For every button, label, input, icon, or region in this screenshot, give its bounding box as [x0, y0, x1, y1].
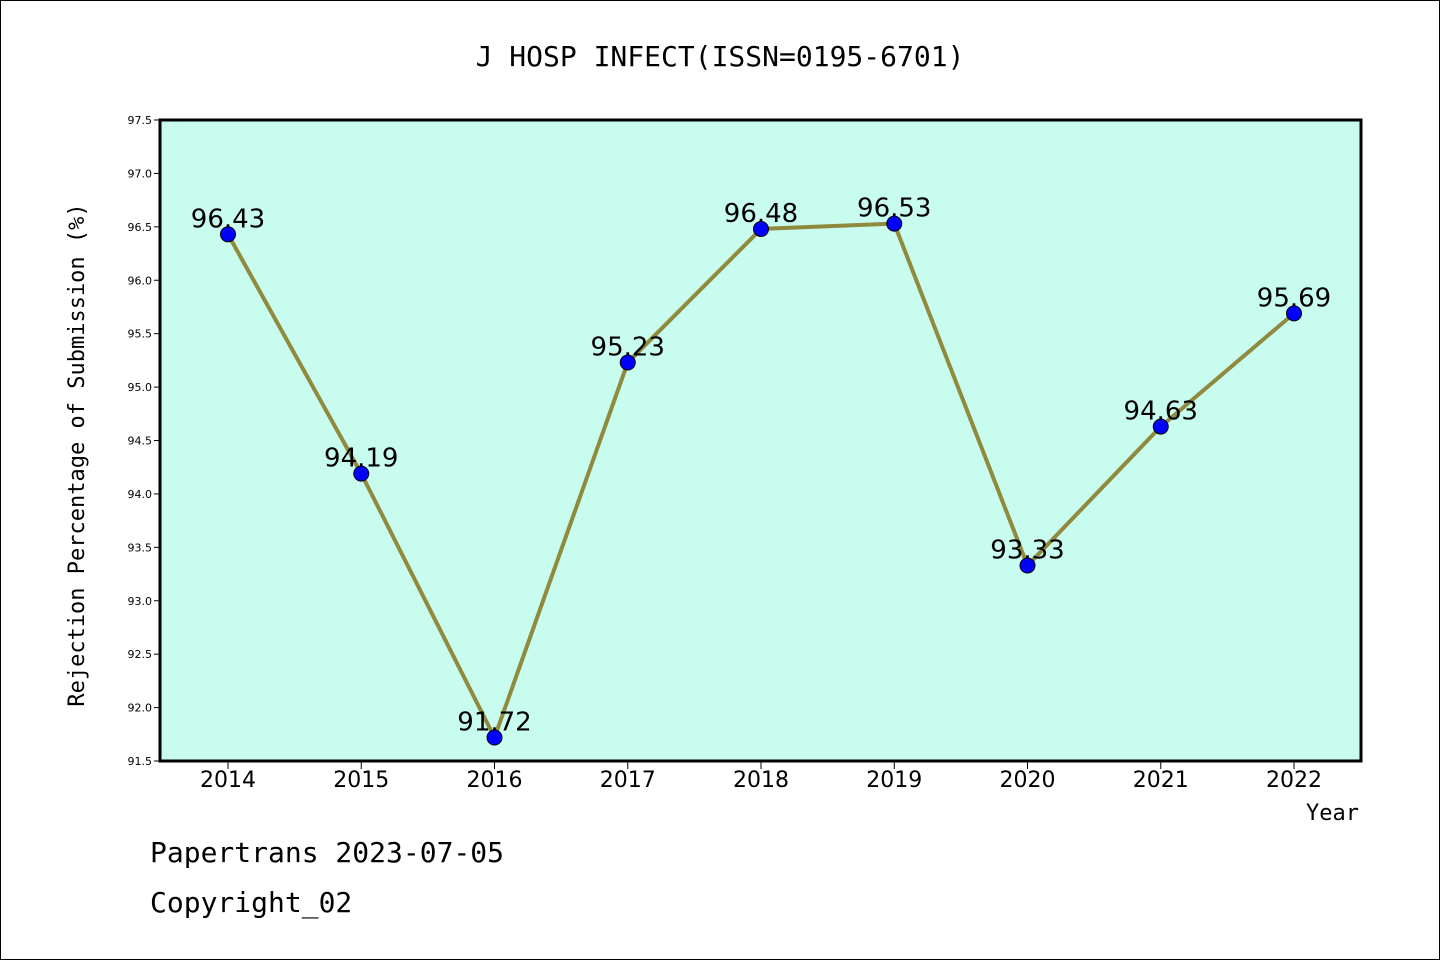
y-tick-label: 97.0	[128, 167, 153, 180]
y-tick-label: 94.5	[128, 435, 153, 448]
data-label: 94.63	[1124, 397, 1198, 427]
x-axis-ticks: 2014 2015 2016 2017 2018 2019 2020 2021 2022	[200, 761, 1322, 793]
y-tick-label: 92.5	[128, 648, 153, 661]
data-label: 96.48	[724, 199, 798, 229]
data-point	[886, 215, 903, 232]
x-tick-label: 2019	[866, 768, 922, 793]
y-tick-label: 95.0	[128, 381, 153, 394]
x-tick-label: 2016	[467, 768, 523, 793]
data-label: 94.19	[324, 444, 398, 474]
chart-title: J HOSP INFECT(ISSN=0195-6701)	[476, 40, 965, 73]
data-point	[486, 729, 503, 746]
y-tick-label: 94.0	[128, 488, 153, 501]
y-tick-label: 93.5	[128, 541, 153, 554]
y-tick-label: 96.5	[128, 221, 153, 234]
y-tick-label: 92.0	[128, 702, 153, 715]
footer-copyright: Copyright_02	[150, 886, 353, 919]
y-tick-label: 96.0	[128, 274, 153, 287]
data-labels: 96.43 94.19 91.72 95.23 96.48 96.53 93.33 94.63…	[191, 194, 1331, 738]
x-axis-label: Year	[1306, 801, 1359, 826]
data-label: 95.23	[591, 333, 665, 363]
data-point	[1286, 305, 1302, 322]
data-point	[220, 226, 236, 243]
data-point	[1152, 418, 1169, 435]
x-tick-label: 2014	[200, 768, 256, 793]
x-tick-label: 2018	[733, 768, 789, 793]
data-label: 95.69	[1257, 283, 1331, 313]
y-axis-label: Rejection Percentage of Submission (%)	[65, 203, 90, 706]
data-label: 91.72	[457, 707, 531, 737]
x-tick-label: 2015	[333, 768, 389, 793]
y-tick-label: 97.5	[128, 114, 153, 127]
data-label: 93.33	[990, 535, 1064, 565]
y-tick-label: 93.0	[128, 595, 153, 608]
data-point	[753, 220, 769, 237]
y-tick-label: 95.5	[128, 328, 153, 341]
x-tick-label: 2017	[600, 768, 656, 793]
x-tick-label: 2020	[1000, 768, 1056, 793]
series-group	[220, 215, 1302, 746]
data-label: 96.43	[191, 204, 265, 234]
data-point	[619, 354, 636, 371]
y-axis-ticks: 91.5 92.0 92.5 93.0 93.5 94.0 94.5 95.0 95.5 96.0…	[128, 114, 160, 768]
data-label: 96.53	[857, 194, 931, 224]
footer-date: Papertrans 2023-07-05	[150, 836, 505, 869]
x-tick-label: 2021	[1133, 768, 1189, 793]
data-point	[1019, 557, 1036, 574]
x-tick-label: 2022	[1266, 768, 1322, 793]
y-tick-label: 91.5	[128, 755, 153, 768]
data-point	[353, 465, 370, 482]
